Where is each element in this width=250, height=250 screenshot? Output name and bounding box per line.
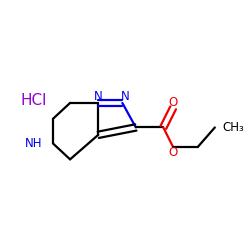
Text: N: N — [121, 90, 130, 103]
Text: O: O — [168, 96, 178, 109]
Text: CH₃: CH₃ — [222, 121, 244, 134]
Text: N: N — [94, 90, 103, 103]
Text: O: O — [168, 146, 178, 159]
Text: HCl: HCl — [20, 93, 46, 108]
Text: NH: NH — [25, 137, 42, 150]
